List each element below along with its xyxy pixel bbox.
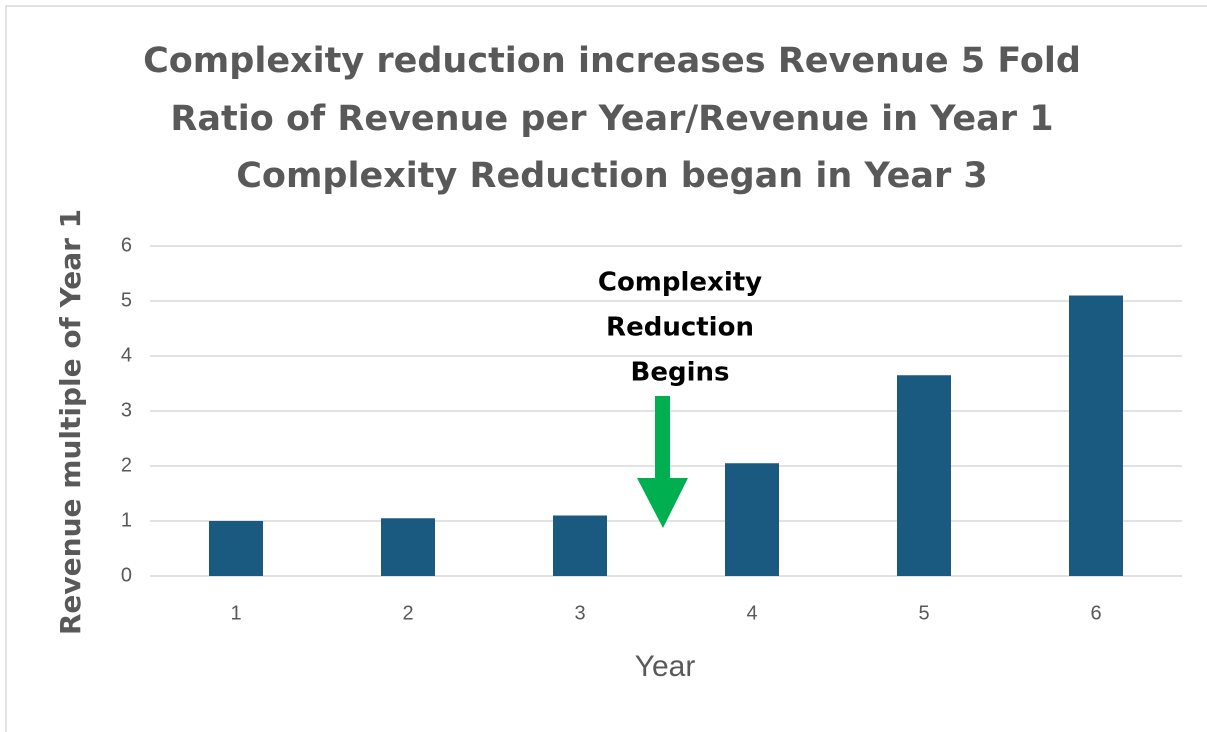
annotation: Reduction (606, 313, 754, 343)
bar (1069, 295, 1123, 576)
y-tick-label: 0 (121, 564, 132, 586)
chart-subtitle: Complexity Reduction began in Year 3 (236, 156, 988, 196)
x-tick-label: 1 (230, 602, 241, 624)
bar (553, 515, 607, 576)
y-tick-label: 3 (121, 399, 132, 421)
x-axis-label: Year (635, 650, 696, 683)
chart-subtitle: Ratio of Revenue per Year/Revenue in Yea… (170, 99, 1053, 139)
y-tick-label: 6 (121, 234, 132, 256)
x-tick-label: 4 (746, 602, 757, 624)
bar (381, 518, 435, 576)
chart-title: Complexity reduction increases Revenue 5… (143, 41, 1081, 81)
x-tick-label: 5 (918, 602, 929, 624)
y-tick-label: 4 (121, 344, 132, 366)
bar (725, 463, 779, 576)
arrow (637, 396, 688, 528)
chart-frame (5, 5, 1207, 732)
annotation: Begins (631, 358, 730, 388)
bar (897, 375, 951, 576)
x-tick-label: 3 (574, 602, 585, 624)
annotation: Complexity (598, 268, 762, 298)
bar (209, 521, 263, 576)
y-tick-label: 1 (121, 509, 132, 531)
y-tick-label: 5 (121, 289, 132, 311)
x-tick-label: 2 (402, 602, 413, 624)
y-axis-label: Revenue multiple of Year 1 (54, 209, 87, 635)
x-tick-label: 6 (1090, 602, 1101, 624)
y-tick-label: 2 (121, 454, 132, 476)
